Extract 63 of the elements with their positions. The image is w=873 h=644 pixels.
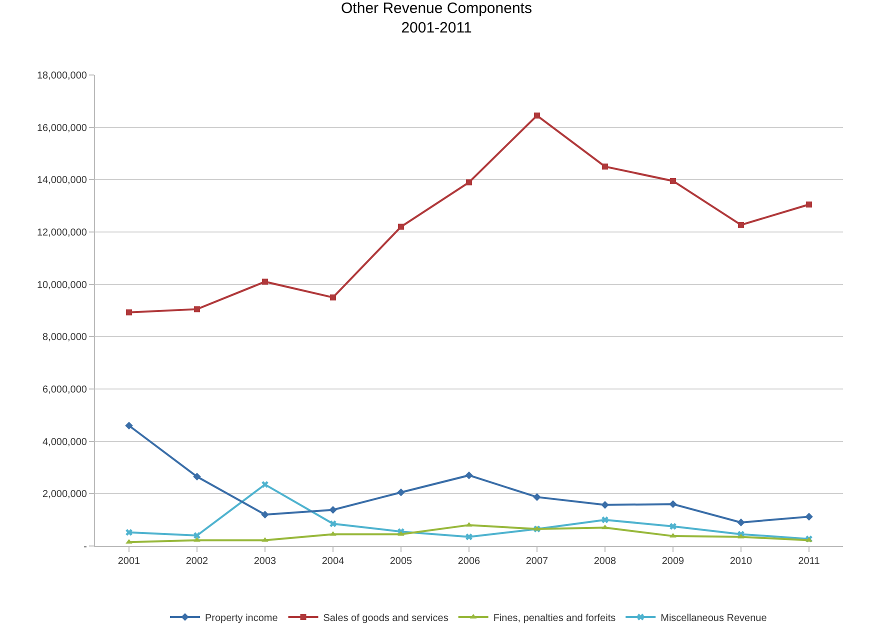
y-tick-label: 16,000,000 <box>36 122 88 134</box>
x-tick-label: 2006 <box>458 556 481 567</box>
point <box>465 471 473 480</box>
point <box>466 533 472 540</box>
x-tick-label: 2004 <box>322 556 345 567</box>
point <box>262 278 268 285</box>
point <box>670 178 676 184</box>
y-tick-label: 12,000,000 <box>36 228 88 238</box>
legend-label: Sales of goods and services <box>323 612 448 624</box>
point <box>805 512 813 521</box>
point <box>670 522 676 530</box>
y-tick-label: 4,000,000 <box>42 436 88 448</box>
legend-label: Property income <box>205 612 278 624</box>
point <box>126 539 132 544</box>
point <box>534 112 540 119</box>
point <box>262 481 268 488</box>
point <box>330 294 336 300</box>
legend-label: Miscellaneous Revenue <box>660 612 768 624</box>
point <box>261 510 269 518</box>
y-tick-label: 8,000,000 <box>42 332 88 344</box>
point <box>194 532 200 539</box>
y-tick-label: 10,000,000 <box>36 280 88 291</box>
point <box>602 164 608 170</box>
point <box>398 531 404 536</box>
point <box>398 224 404 230</box>
point <box>670 533 676 538</box>
point <box>466 179 472 186</box>
point <box>466 522 472 527</box>
y-tick-label: 2,000,000 <box>42 489 88 500</box>
point <box>669 500 677 508</box>
point <box>125 422 133 430</box>
x-tick-label: 2010 <box>730 556 753 567</box>
point <box>329 506 337 514</box>
point <box>533 493 541 501</box>
point <box>193 472 201 481</box>
y-tick-label: 18,000,000 <box>36 70 88 82</box>
point <box>601 501 609 509</box>
x-tick-label: 2011 <box>798 556 820 567</box>
point <box>806 202 812 208</box>
x-tick-label: 2008 <box>594 556 617 567</box>
point <box>738 534 744 538</box>
point <box>737 518 745 526</box>
x-tick-label: 2007 <box>526 556 549 567</box>
y-tick-label: - <box>84 542 87 552</box>
legend-label: Fines, penalties and forfeits <box>493 612 616 624</box>
x-tick-label: 2001 <box>118 556 141 567</box>
chart-title: Other Revenue Components 2001-2011 <box>341 0 532 36</box>
x-tick-label: 2005 <box>390 556 413 567</box>
y-tick-label: 14,000,000 <box>36 175 88 186</box>
x-tick-label: 2002 <box>186 556 209 567</box>
point <box>126 309 132 316</box>
point <box>194 306 200 312</box>
point <box>602 516 608 524</box>
point <box>194 537 200 542</box>
point <box>738 222 744 228</box>
x-tick-label: 2003 <box>254 556 277 567</box>
point <box>126 528 132 536</box>
point <box>330 531 336 536</box>
point <box>602 524 608 530</box>
x-tick-label: 2009 <box>662 556 685 567</box>
point <box>262 537 268 542</box>
point <box>397 488 405 496</box>
y-tick-label: 6,000,000 <box>42 384 88 396</box>
